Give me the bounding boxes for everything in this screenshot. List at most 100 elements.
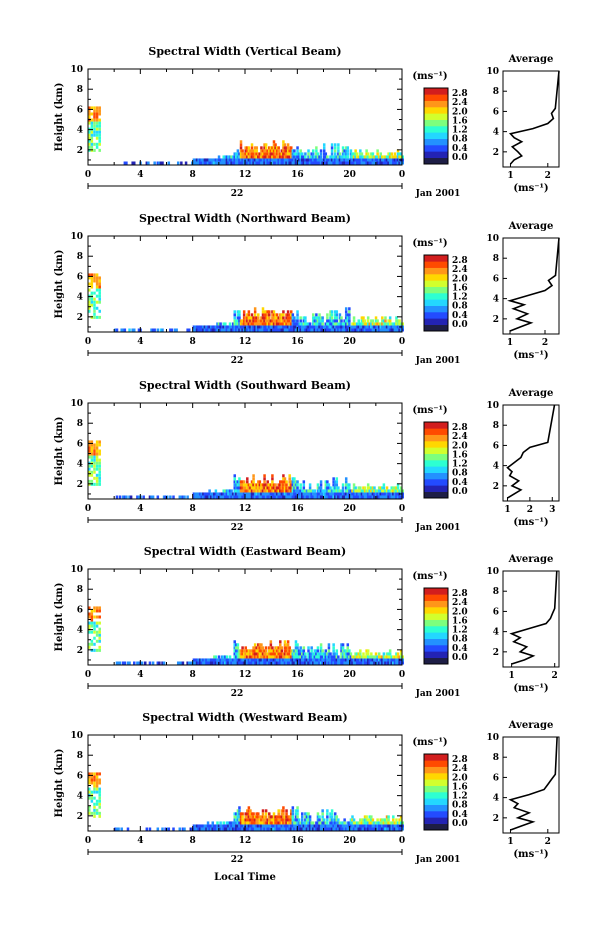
heatmap-cell — [390, 655, 393, 659]
heatmap-cell — [214, 824, 218, 828]
heatmap-cell — [305, 818, 309, 822]
heatmap-cell — [269, 640, 273, 644]
heatmap-cell — [322, 821, 326, 825]
heatmap-cell — [286, 821, 290, 825]
heatmap-cell — [384, 489, 387, 493]
heatmap-cell — [230, 661, 233, 665]
heatmap-cell — [319, 480, 323, 484]
heatmap-cell — [150, 495, 153, 499]
heatmap-cell — [385, 486, 389, 490]
heatmap-cell — [247, 152, 251, 156]
heatmap-cell — [235, 492, 238, 496]
heatmap-cell — [266, 827, 269, 831]
heatmap-cell — [304, 812, 307, 816]
heatmap-cell — [216, 161, 219, 165]
heatmap-cell — [233, 328, 236, 332]
heatmap-cell — [290, 486, 293, 490]
heatmap-cell — [291, 806, 295, 810]
heatmap-cell — [344, 827, 348, 831]
heatmap-cell — [346, 824, 350, 828]
heatmap-cell — [359, 489, 362, 493]
heatmap-cell — [341, 155, 345, 159]
heatmap-cell — [274, 146, 277, 150]
heatmap-cell — [250, 155, 254, 159]
colorbar-tick-label: 0.8 — [452, 135, 468, 145]
heatmap-cell — [257, 483, 260, 487]
heatmap-cell — [338, 827, 342, 831]
heatmap-cell — [186, 661, 189, 665]
heatmap-cell — [246, 483, 249, 487]
heatmap-cell — [242, 658, 246, 662]
colorbar-tick-label: 0.8 — [452, 635, 468, 645]
heatmap-cell — [236, 655, 240, 659]
heatmap-cell — [277, 827, 280, 831]
heatmap-cell — [307, 325, 310, 329]
colorbar-segment — [424, 466, 448, 473]
heatmap-cell — [93, 115, 96, 119]
heatmap-cell — [324, 658, 328, 662]
heatmap-cell — [351, 325, 354, 329]
x-tick-label: 12 — [239, 170, 252, 180]
heatmap-cell — [269, 149, 273, 153]
heatmap-cell — [337, 146, 340, 150]
heatmap-cell — [374, 492, 378, 496]
heatmap-cell — [228, 827, 232, 831]
heatmap-cell — [247, 658, 251, 662]
heatmap-cell — [195, 495, 199, 499]
heatmap-cell — [310, 658, 313, 662]
heatmap-cell — [330, 661, 334, 665]
heatmap-cell — [255, 322, 258, 326]
heatmap-cell — [252, 818, 255, 822]
average-x-tick-label: 1 — [507, 837, 513, 847]
heatmap-cell — [238, 818, 241, 822]
colorbar-segment — [424, 594, 448, 601]
heatmap-cell — [252, 483, 255, 487]
heatmap-cell — [366, 328, 370, 332]
heatmap-cell — [321, 161, 324, 165]
heatmap-cell — [211, 661, 215, 665]
heatmap-cell — [319, 319, 323, 323]
heatmap-cell — [213, 661, 216, 665]
heatmap-cell — [217, 155, 221, 159]
heatmap-cell — [274, 316, 277, 320]
heatmap-cell — [296, 815, 299, 819]
heatmap-cell — [283, 158, 287, 162]
heatmap-cell — [250, 661, 254, 665]
heatmap-cell — [308, 815, 312, 819]
heatmap-cell — [371, 325, 375, 329]
heatmap-cell — [395, 821, 398, 825]
heatmap-cell — [95, 294, 99, 298]
heatmap-cell — [244, 483, 247, 487]
heatmap-cell — [307, 328, 310, 332]
heatmap-cell — [293, 652, 296, 656]
heatmap-cell — [321, 489, 324, 493]
heatmap-cell — [224, 655, 227, 659]
heatmap-cell — [382, 489, 386, 493]
heatmap-cell — [95, 306, 99, 310]
average-x-tick-label: 1 — [507, 171, 513, 181]
heatmap-cell — [293, 316, 296, 320]
heatmap-cell — [311, 322, 315, 326]
heatmap-cell — [246, 658, 249, 662]
heatmap-cell — [95, 133, 99, 137]
heatmap-cell — [346, 489, 350, 493]
heatmap-cell — [178, 661, 182, 665]
heatmap-cell — [252, 661, 255, 665]
heatmap-cell — [250, 824, 254, 828]
heatmap-cell — [203, 325, 207, 329]
heatmap-cell — [307, 818, 310, 822]
heatmap-cell — [296, 149, 299, 153]
heatmap-cell — [392, 158, 395, 162]
heatmap-cell — [316, 322, 320, 326]
heatmap-cell — [288, 161, 291, 165]
heatmap-cell — [316, 328, 320, 332]
heatmap-cell — [396, 483, 400, 487]
heatmap-cell — [235, 643, 238, 647]
heatmap-cell — [290, 649, 293, 653]
heatmap-cell — [264, 649, 268, 653]
heatmap-cell — [98, 282, 101, 286]
heatmap-cell — [333, 161, 337, 165]
heatmap-cell — [401, 655, 404, 659]
heatmap-cell — [258, 495, 262, 499]
heatmap-cell — [277, 161, 280, 165]
